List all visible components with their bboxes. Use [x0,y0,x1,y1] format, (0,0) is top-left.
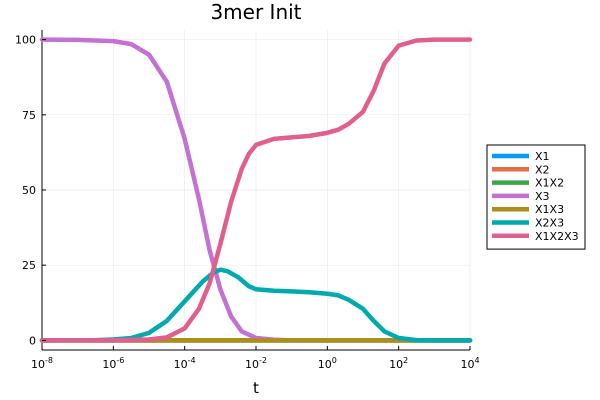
y-axis-ticks: 0 25 50 75 100 [15,34,46,347]
legend-label-x1x2x3: X1X2X3 [535,230,579,243]
x-tick-label: 100 [318,356,337,371]
y-tick-label: 100 [15,34,36,47]
x-tick-label: 104 [460,356,479,371]
x-tick-label: 102 [389,356,408,371]
x-axis-ticks: 10-8 10-6 10-4 10-2 100 102 104 [31,346,480,371]
y-tick-label: 0 [29,334,36,347]
series-layer [39,37,473,343]
x-axis-label: t [253,379,259,397]
y-tick-label: 50 [22,184,36,197]
y-tick-label: 25 [22,259,36,272]
x-tick-label: 10-8 [31,356,53,371]
legend-label-x2: X2 [535,163,550,176]
series-line-x1x2x3 [39,37,473,343]
legend-label-x1x3: X1X3 [535,203,564,216]
legend-label-x1x2: X1X2 [535,177,564,190]
x-tick-label: 10-6 [102,356,124,371]
legend-label-x3: X3 [535,190,550,203]
series-line-x2x3 [39,267,473,343]
chart-title: 3mer Init [210,0,301,24]
legend-label-x2x3: X2X3 [535,217,564,230]
legend-label-x1: X1 [535,150,550,163]
y-tick-label: 75 [22,109,36,122]
x-tick-label: 10-4 [174,356,196,371]
x-tick-label: 10-2 [245,356,267,371]
